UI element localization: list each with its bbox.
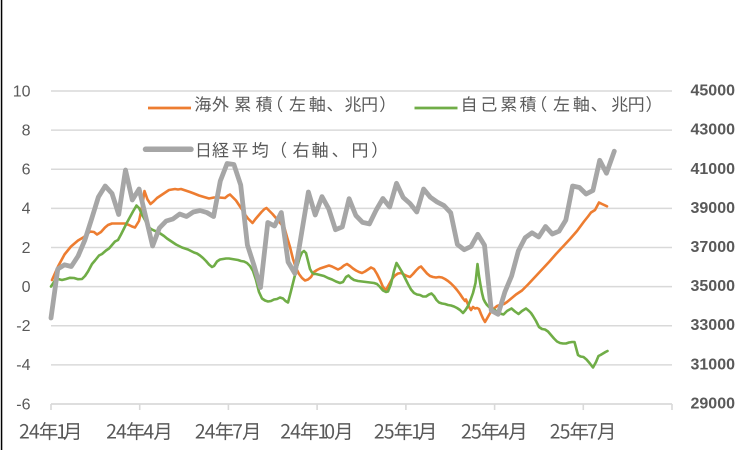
svg-text:-4: -4 bbox=[16, 357, 30, 374]
svg-text:31000: 31000 bbox=[691, 356, 736, 373]
svg-text:29000: 29000 bbox=[691, 396, 736, 413]
svg-text:41000: 41000 bbox=[691, 161, 736, 178]
svg-text:-6: -6 bbox=[16, 396, 30, 413]
svg-text:8: 8 bbox=[22, 122, 31, 139]
svg-text:37000: 37000 bbox=[691, 239, 736, 256]
svg-text:6: 6 bbox=[22, 162, 31, 179]
svg-text:35000: 35000 bbox=[691, 278, 736, 295]
svg-text:39000: 39000 bbox=[691, 200, 736, 217]
svg-text:0: 0 bbox=[22, 279, 31, 296]
svg-text:2: 2 bbox=[22, 240, 31, 257]
svg-text:4: 4 bbox=[22, 201, 31, 218]
svg-text:-2: -2 bbox=[16, 318, 30, 335]
svg-text:10: 10 bbox=[13, 83, 31, 100]
svg-text:45000: 45000 bbox=[691, 83, 736, 100]
svg-text:33000: 33000 bbox=[691, 317, 736, 334]
svg-text:43000: 43000 bbox=[691, 122, 736, 139]
